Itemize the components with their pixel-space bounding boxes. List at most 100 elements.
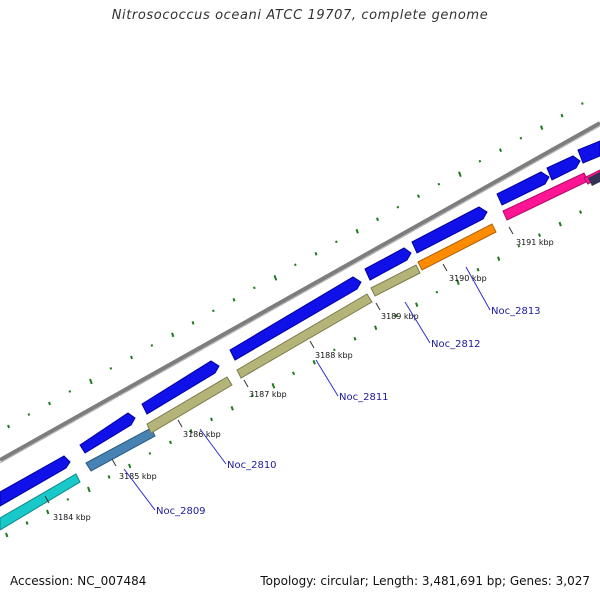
gc-tick (191, 321, 195, 325)
gene-label-noc-2810[interactable]: Noc_2810 (227, 460, 277, 471)
gc-tick (87, 486, 91, 493)
gc-tick (435, 290, 439, 294)
gc-tick (335, 240, 338, 244)
gc-tick (212, 309, 215, 313)
gc-tick (66, 498, 70, 501)
gc-tick (312, 359, 316, 365)
gc-tick (48, 401, 51, 406)
gc-tick (169, 440, 172, 445)
tick-mark (375, 302, 381, 311)
gc-tick (148, 452, 152, 455)
gc-tick (27, 413, 31, 416)
tick-label-3191: 3191 kbp (516, 238, 554, 247)
reverse-gene-noc-2811-a[interactable] (146, 376, 233, 434)
gc-tick (538, 233, 541, 237)
gc-tick (5, 532, 9, 538)
gc-tick (271, 382, 276, 389)
gc-tick (374, 325, 378, 331)
gc-tick (579, 210, 582, 214)
gc-tick (478, 159, 482, 163)
tick-mark (44, 495, 50, 504)
reverse-gene-edge-dark[interactable] (588, 172, 600, 186)
gc-tick (46, 509, 50, 515)
gc-tick (499, 148, 502, 152)
gc-tick (292, 371, 295, 376)
ruler: 3184 kbp 3185 kbp 3186 kbp 3187 kbp 3188… (44, 226, 554, 522)
tick-label-3189: 3189 kbp (381, 312, 419, 321)
footer-accession: Accession: NC_007484 (10, 574, 147, 588)
gc-inner-track (5, 210, 582, 538)
tick-mark (508, 226, 514, 235)
forward-gene[interactable] (141, 360, 220, 415)
gene-label-noc-2813[interactable]: Noc_2813 (491, 306, 541, 317)
gene-label-noc-2809[interactable]: Noc_2809 (156, 506, 206, 517)
gc-tick (230, 406, 234, 411)
gc-tick (437, 182, 441, 186)
tick-label-3184: 3184 kbp (53, 513, 91, 522)
gc-tick (560, 113, 564, 118)
tick-mark (243, 379, 249, 388)
gc-tick (396, 205, 400, 209)
forward-gene[interactable] (79, 412, 136, 454)
gene-label-lines (123, 266, 491, 511)
gc-tick (171, 332, 175, 338)
reverse-gene-noc-2811[interactable] (236, 293, 373, 379)
gc-outer-track (7, 102, 584, 429)
gc-tick (456, 279, 460, 286)
tick-label-3187: 3187 kbp (249, 390, 287, 399)
reverse-gene-noc-2812[interactable] (370, 264, 421, 297)
gc-tick (130, 355, 133, 360)
reverse-strand-genes (0, 169, 600, 531)
forward-gene[interactable] (411, 206, 488, 254)
gc-tick (189, 429, 193, 434)
gc-tick (253, 286, 256, 290)
tick-label-3186: 3186 kbp (183, 430, 221, 439)
tick-label-3190: 3190 kbp (449, 274, 487, 283)
gc-tick (355, 228, 359, 234)
forward-gene[interactable] (577, 140, 600, 164)
gc-tick (232, 298, 236, 302)
gc-tick (476, 267, 480, 272)
reverse-gene-noc-2813[interactable] (417, 223, 497, 271)
gc-tick (394, 313, 398, 318)
tick-mark (442, 263, 448, 272)
gc-tick (210, 417, 213, 422)
gc-tick (581, 102, 584, 105)
gc-tick (417, 194, 420, 199)
label-line-noc-2810 (199, 428, 227, 465)
gc-tick (540, 125, 544, 130)
forward-gene[interactable] (496, 171, 550, 206)
gene-label-noc-2812[interactable]: Noc_2812 (431, 339, 481, 350)
tick-label-3188: 3188 kbp (315, 351, 353, 360)
map-title: Nitrosococcus oceani ATCC 19707, complet… (111, 8, 489, 23)
forward-gene[interactable] (229, 276, 362, 361)
gc-tick (415, 302, 419, 308)
reverse-gene-noc-2810[interactable] (85, 427, 156, 472)
gene-label-noc-2811[interactable]: Noc_2811 (339, 392, 389, 403)
reverse-gene-noc-2809[interactable] (0, 473, 81, 531)
gc-tick (273, 274, 278, 281)
gc-tick (517, 244, 521, 248)
gc-tick (497, 256, 501, 261)
gc-tick (314, 251, 318, 256)
gc-tick (89, 378, 93, 385)
tick-mark (177, 419, 183, 428)
forward-gene[interactable] (0, 455, 71, 507)
gc-tick (7, 424, 10, 429)
forward-gene[interactable] (364, 247, 412, 281)
gc-tick (353, 336, 357, 341)
label-line-noc-2811 (315, 359, 339, 397)
gc-tick (68, 390, 72, 393)
gc-tick (294, 263, 297, 267)
gc-tick (519, 136, 523, 140)
forward-gene[interactable] (546, 155, 581, 181)
label-line-noc-2809 (123, 468, 156, 511)
gc-tick (376, 217, 379, 222)
footer-summary: Topology: circular; Length: 3,481,691 bp… (260, 574, 590, 588)
forward-strand-genes (0, 140, 600, 507)
gc-tick (150, 344, 154, 347)
label-line-noc-2812 (404, 301, 431, 344)
tick-mark (111, 458, 117, 467)
gene-labels: Noc_2809 Noc_2810 Noc_2811 Noc_2812 Noc_… (156, 306, 541, 517)
gc-tick (333, 348, 336, 352)
